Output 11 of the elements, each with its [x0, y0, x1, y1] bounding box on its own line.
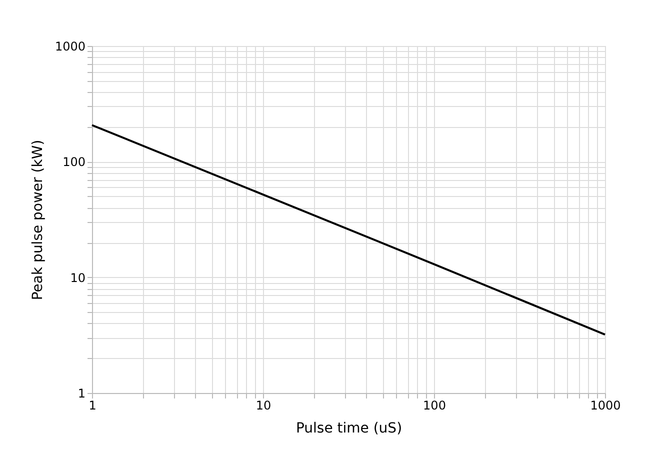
x-tick-label: 100	[423, 398, 446, 412]
y-tick-label: 100	[62, 155, 86, 170]
x-tick-label: 1	[88, 398, 96, 412]
y-tick-label: 10	[70, 270, 86, 285]
y-axis-title: Peak pulse power (kW)	[30, 140, 46, 300]
x-axis-title: Pulse time (uS)	[296, 420, 402, 436]
y-tick-label: 1000	[54, 40, 86, 54]
line-series	[91, 124, 606, 336]
y-tick-label: 1	[78, 386, 86, 400]
x-tick-label: 1000	[590, 398, 621, 412]
x-tick-label: 10	[256, 398, 272, 412]
